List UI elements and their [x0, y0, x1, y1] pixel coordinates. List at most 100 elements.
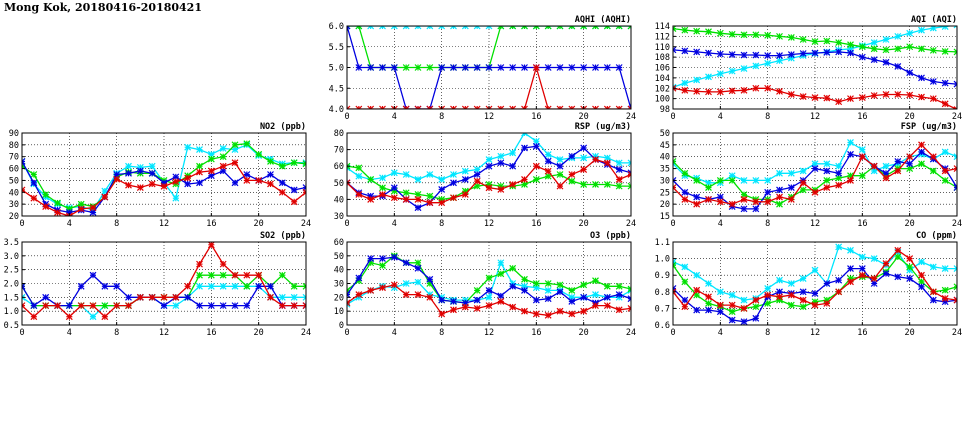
data-point-green: [592, 181, 599, 188]
data-point-cyan: [882, 162, 890, 170]
y-tick-label: 1.5: [4, 293, 19, 303]
data-point-green: [728, 30, 736, 38]
data-point-red: [125, 181, 132, 189]
data-point-green: [693, 27, 701, 35]
y-tick-label: 3.0: [4, 252, 19, 262]
data-point-green: [627, 182, 631, 190]
data-point-green: [627, 26, 631, 30]
data-point-cyan: [302, 293, 306, 301]
data-point-green: [568, 26, 576, 30]
data-point-red: [402, 291, 410, 298]
data-point-green: [673, 261, 677, 269]
data-point-green: [544, 26, 552, 30]
data-point-blue: [255, 282, 263, 290]
data-point-cyan: [787, 169, 795, 177]
data-point-cyan: [740, 296, 748, 304]
data-point-blue: [764, 52, 772, 59]
y-tick-label: 0.6: [655, 321, 670, 331]
series-group: [347, 252, 631, 319]
page-title: Mong Kok, 20180416-20180421: [4, 1, 202, 14]
data-point-red: [290, 302, 298, 310]
data-point-red: [627, 105, 631, 109]
chart-title: AQHI (AQHI): [575, 15, 631, 25]
data-point-red: [509, 181, 517, 188]
data-point-green: [776, 200, 783, 208]
data-point-green: [799, 303, 807, 311]
data-point-red: [544, 311, 552, 319]
data-point-red: [532, 162, 540, 170]
x-tick-label: 0: [344, 328, 349, 338]
data-point-green: [568, 177, 576, 185]
data-point-blue: [231, 179, 239, 187]
data-point-red: [894, 246, 902, 254]
data-point-red: [414, 195, 422, 203]
data-point-red: [532, 64, 540, 71]
data-point-blue: [811, 165, 819, 172]
series-group: [673, 243, 957, 325]
data-point-green: [556, 26, 564, 30]
data-point-green: [811, 38, 819, 45]
y-tick-label: 40: [334, 195, 344, 205]
data-point-red: [42, 203, 50, 210]
y-tick-label: 30: [334, 212, 344, 222]
data-point-red: [355, 291, 363, 298]
data-point-blue: [125, 293, 132, 301]
data-point-blue: [835, 48, 843, 56]
data-point-red: [953, 106, 957, 109]
data-point-blue: [379, 255, 386, 263]
data-point-green: [764, 31, 772, 39]
data-point-green: [728, 308, 736, 316]
data-point-blue: [125, 169, 132, 177]
data-point-red: [509, 303, 517, 311]
data-point-cyan: [882, 36, 890, 43]
data-point-red: [603, 105, 611, 109]
data-point-red: [799, 296, 807, 304]
data-point-green: [906, 43, 914, 51]
data-point-cyan: [450, 171, 457, 178]
data-point-green: [580, 181, 588, 188]
data-point-red: [858, 271, 866, 279]
data-point-red: [740, 304, 748, 312]
data-point-cyan: [799, 167, 807, 175]
data-point-red: [438, 199, 446, 207]
data-point-blue: [787, 184, 795, 191]
data-point-red: [278, 188, 286, 196]
x-tick-label: 4: [392, 219, 397, 229]
data-point-cyan: [438, 176, 446, 183]
data-point-red: [450, 306, 457, 314]
data-point-cyan: [693, 271, 701, 279]
data-point-blue: [953, 184, 957, 191]
y-tick-label: 1.0: [4, 307, 19, 317]
data-point-blue: [835, 276, 843, 284]
data-point-green: [302, 282, 306, 290]
data-point-red: [740, 195, 748, 203]
x-tick-label: 16: [206, 328, 216, 338]
data-point-green: [705, 28, 712, 36]
y-tick-label: 106: [655, 64, 670, 74]
data-point-green: [673, 158, 677, 165]
data-point-blue: [184, 180, 192, 188]
data-point-cyan: [196, 146, 203, 154]
data-point-green: [414, 259, 422, 267]
data-point-green: [532, 280, 540, 287]
y-tick-label: 30: [660, 176, 670, 186]
data-point-red: [953, 165, 957, 172]
data-point-red: [22, 302, 26, 310]
data-point-green: [355, 164, 363, 172]
data-point-blue: [568, 64, 576, 71]
data-point-blue: [592, 64, 599, 71]
data-point-red: [906, 153, 914, 161]
data-point-red: [603, 302, 611, 310]
data-point-red: [160, 293, 168, 301]
y-tick-label: 0: [339, 321, 344, 331]
data-point-red: [835, 288, 843, 296]
y-tick-label: 40: [660, 153, 670, 163]
data-point-blue: [243, 302, 251, 310]
data-point-blue: [615, 166, 623, 173]
data-point-cyan: [402, 26, 410, 30]
data-point-red: [278, 302, 286, 310]
data-point-cyan: [290, 293, 298, 301]
x-tick-label: 8: [439, 328, 444, 338]
x-tick-label: 24: [626, 328, 636, 338]
